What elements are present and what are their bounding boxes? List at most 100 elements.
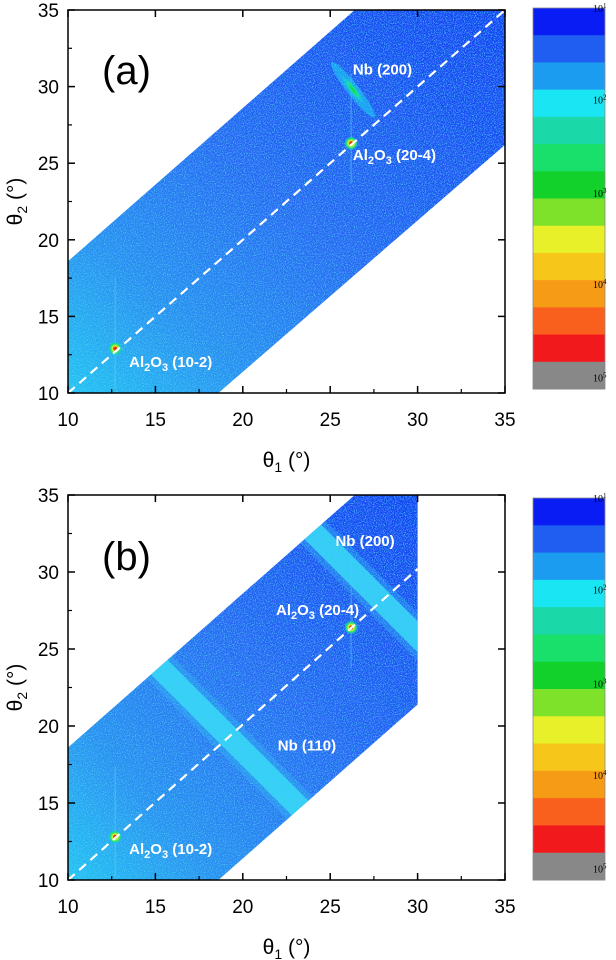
y-tick-label: 25: [38, 640, 59, 661]
peak-label-main: Nb (200): [335, 533, 394, 550]
colorbar-swatch: [533, 552, 605, 581]
peak-label-main: Al: [129, 841, 144, 858]
peak-label: Al2O3 (20-4): [353, 147, 436, 167]
colorbar-swatch: [533, 8, 605, 36]
x-axis-label-subscript: 1: [274, 459, 282, 475]
colorbar-swatch: [533, 198, 605, 227]
colorbar-frame: [532, 497, 606, 881]
colorbar-swatch: [533, 798, 605, 826]
colorbar-tick-label: 105: [593, 372, 607, 385]
colorbar-tick-label: 104: [593, 278, 607, 291]
colorbar-tick-label: 103: [593, 677, 607, 690]
peak-label-mid: O: [374, 147, 386, 164]
peak-label-tail: (10-2): [168, 354, 212, 371]
x-tick-label: 20: [232, 410, 253, 431]
colorbar-swatch: [533, 743, 605, 772]
peak-label: Al2O3 (10-2): [129, 354, 212, 374]
panel-label: (b): [102, 535, 151, 579]
colorbar-swatch: [533, 35, 605, 63]
x-axis-label-symbol: θ: [263, 449, 275, 472]
colorbar-tick-label: 103: [593, 187, 607, 200]
peak-label-subscript: 3: [309, 610, 315, 622]
chart-panel-b: Nb (200)Al2O3 (20-4)Nb (110)Al2O3 (10-2)…: [4, 486, 607, 960]
x-tick-label: 15: [145, 897, 166, 918]
colorbar-tick-exponent: 1: [603, 2, 607, 10]
y-axis-label-symbol: θ: [4, 700, 27, 712]
colorbar-tick-exponent: 2: [603, 93, 607, 101]
colorbar-tick-exponent: 4: [603, 278, 607, 286]
colorbar-swatch: [533, 171, 605, 199]
measured-region: [68, 495, 418, 880]
colorbar-tick-exponent: 3: [603, 677, 607, 685]
x-tick-label: 10: [57, 410, 78, 431]
colorbar-swatch: [533, 634, 605, 663]
y-tick-label: 30: [38, 563, 59, 584]
colorbar-swatch: [533, 852, 605, 881]
colorbar-tick-base: 10: [593, 189, 603, 200]
y-tick-label: 25: [38, 154, 59, 175]
y-tick-label: 15: [38, 794, 59, 815]
y-axis-label-unit: (°): [4, 178, 27, 206]
x-tick-label: 35: [494, 897, 515, 918]
colorbar-swatch: [533, 661, 605, 690]
y-tick-label: 20: [38, 717, 59, 738]
peak-label: Nb (200): [335, 533, 394, 550]
y-tick-label: 10: [38, 871, 59, 892]
colorbar-swatch: [533, 89, 605, 118]
colorbar-swatch: [533, 307, 605, 336]
colorbar-swatch: [533, 689, 605, 717]
peak-label: Al2O3 (10-2): [129, 841, 212, 861]
y-axis-label-symbol: θ: [4, 214, 27, 226]
colorbar-swatch: [533, 225, 605, 254]
colorbar-swatch: [533, 116, 605, 145]
peak-label-tail: (10-2): [168, 841, 212, 858]
colorbar-swatch: [533, 280, 605, 308]
peak-label-mid: O: [150, 841, 162, 858]
colorbar-tick-base: 10: [593, 280, 603, 291]
peak-band-halo: [159, 495, 418, 843]
colorbar-tick-base: 10: [593, 95, 603, 106]
colorbar-tick-exponent: 1: [603, 492, 607, 500]
panel-label: (a): [102, 49, 151, 93]
peak-label-main: Al: [353, 147, 368, 164]
colorbar-tick-exponent: 5: [603, 863, 607, 871]
chart-panel-a: Nb (200)Al2O3 (20-4)Al2O3 (10-2)10 15 20 25…: [4, 1, 607, 475]
peak-band: [163, 495, 418, 839]
peak-label-subscript: 2: [291, 610, 297, 622]
colorbar-swatch: [533, 361, 605, 390]
colorbar-tick-exponent: 2: [603, 584, 607, 592]
x-axis-label-subscript: 1: [274, 946, 282, 960]
peak-label: Nb (110): [278, 738, 336, 755]
colorbar-swatch: [533, 334, 605, 363]
y-axis-label: θ2 (°): [4, 664, 30, 712]
colorbar-swatch: [533, 716, 605, 745]
x-axis-label: θ1 (°): [263, 449, 311, 475]
y-tick-label: 20: [38, 231, 59, 252]
peak-label: Nb (200): [353, 61, 412, 78]
colorbar-swatch: [533, 62, 605, 91]
colorbar-frame: [532, 7, 606, 390]
colorbar-swatch: [533, 525, 605, 554]
colorbar-tick-base: 10: [593, 494, 603, 505]
colorbar-tick-base: 10: [593, 4, 603, 15]
y-axis-label-unit: (°): [4, 664, 27, 692]
colorbar-swatch: [533, 144, 605, 172]
x-axis-label: θ1 (°): [263, 936, 311, 960]
y-axis-label-subscript: 2: [14, 692, 30, 700]
y-axis-label-subscript: 2: [14, 206, 30, 214]
diagonal-dashed-line: [67, 568, 419, 881]
colorbar-swatch: [533, 825, 605, 854]
x-tick-label: 25: [320, 410, 341, 431]
x-tick-label: 30: [407, 410, 428, 431]
colorbar-tick-base: 10: [593, 586, 603, 597]
colorbar-swatch: [533, 579, 605, 608]
peak-label-subscript: 3: [386, 155, 392, 167]
peak-label-subscript: 3: [162, 849, 168, 861]
x-tick-label: 25: [320, 897, 341, 918]
colorbar-swatch: [533, 770, 605, 799]
colorbar-tick-label: 101: [593, 2, 607, 15]
peak-label-main: Al: [276, 602, 291, 619]
x-axis-label-unit: (°): [282, 449, 310, 472]
colorbar-tick-label: 102: [593, 584, 607, 597]
colorbar-tick-exponent: 5: [603, 372, 607, 380]
